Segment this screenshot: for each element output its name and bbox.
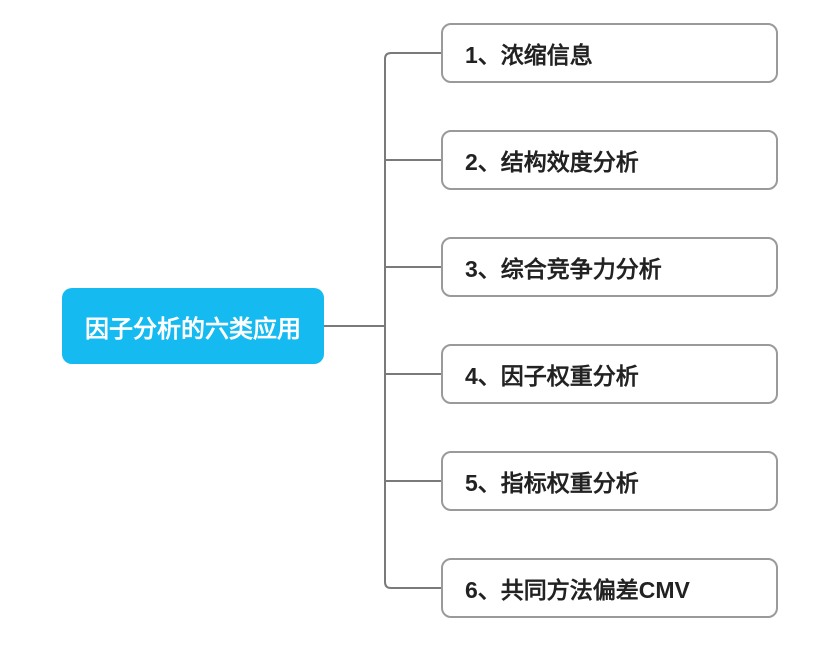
child-node-3: 3、综合竞争力分析 [441,237,778,297]
child-node-1: 1、浓缩信息 [441,23,778,83]
child-node-6: 6、共同方法偏差CMV [441,558,778,618]
child-label: 1、浓缩信息 [465,36,593,70]
child-node-5: 5、指标权重分析 [441,451,778,511]
child-label: 2、结构效度分析 [465,143,639,177]
child-node-4: 4、因子权重分析 [441,344,778,404]
root-node: 因子分析的六类应用 [62,288,324,364]
child-node-2: 2、结构效度分析 [441,130,778,190]
child-label: 3、综合竞争力分析 [465,250,662,284]
root-label: 因子分析的六类应用 [85,309,301,344]
child-label: 4、因子权重分析 [465,357,639,391]
child-label: 6、共同方法偏差CMV [465,571,690,605]
mindmap-diagram: 因子分析的六类应用 1、浓缩信息 2、结构效度分析 3、综合竞争力分析 4、因子… [0,0,821,655]
child-label: 5、指标权重分析 [465,464,639,498]
